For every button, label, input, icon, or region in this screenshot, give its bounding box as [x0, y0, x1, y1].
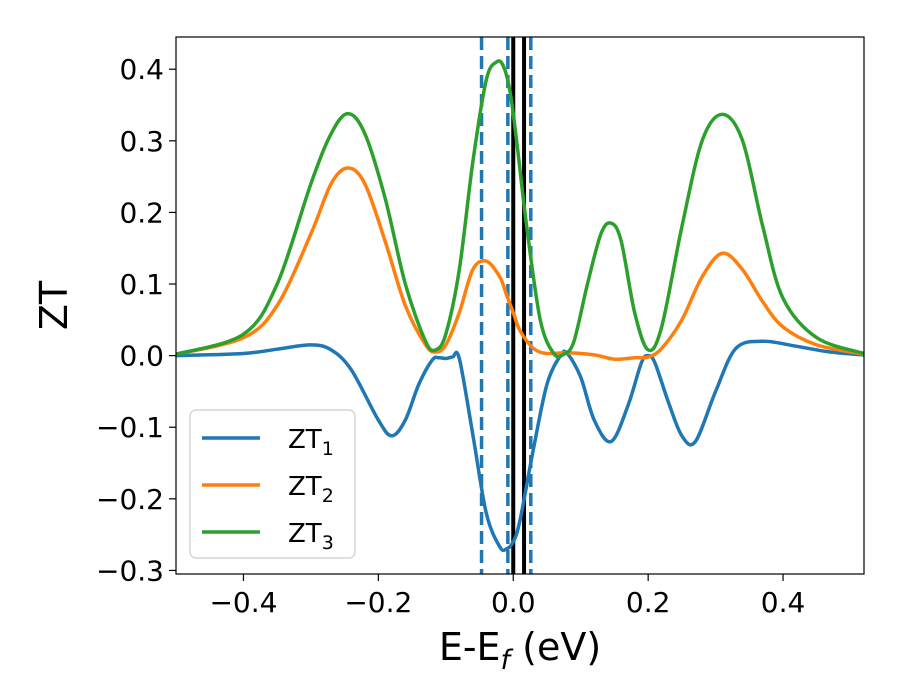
legend-box: [189, 409, 356, 559]
y-tick-label: −0.2: [96, 483, 164, 516]
x-tick-label: 0.2: [626, 586, 671, 619]
legend: ZT1 ZT2 ZT3: [189, 409, 356, 559]
y-tick-label: 0.0: [119, 340, 164, 373]
x-tick-label: 0.4: [761, 586, 806, 619]
legend-label: ZT1: [288, 425, 334, 460]
series-line-zt3: [176, 59, 864, 359]
y-tick-label: 0.4: [119, 53, 164, 86]
x-tick-label: 0.0: [491, 586, 536, 619]
legend-label: ZT3: [288, 519, 334, 554]
legend-label: ZT2: [288, 472, 334, 507]
y-tick-label: 0.2: [119, 196, 164, 229]
y-tick-label: −0.3: [96, 554, 164, 587]
x-axis-label: E-Ef (eV): [439, 625, 601, 676]
y-tick-label: −0.1: [96, 411, 164, 444]
x-tick-label: −0.4: [209, 586, 277, 619]
series-line-zt2: [176, 166, 864, 362]
y-tick-label: 0.3: [119, 125, 164, 158]
x-tick-label: −0.2: [344, 586, 412, 619]
x-axis: −0.4 −0.2 0.0 0.2 0.4: [209, 574, 805, 619]
series-layer: [176, 59, 864, 553]
series-line-zt1: [176, 339, 864, 553]
y-tick-label: 0.1: [119, 268, 164, 301]
plot-frame: [175, 36, 865, 575]
y-axis: −0.3 −0.2 −0.1 0.0 0.1 0.2 0.3 0.4: [96, 53, 176, 587]
y-axis-label: ZT: [32, 280, 76, 330]
